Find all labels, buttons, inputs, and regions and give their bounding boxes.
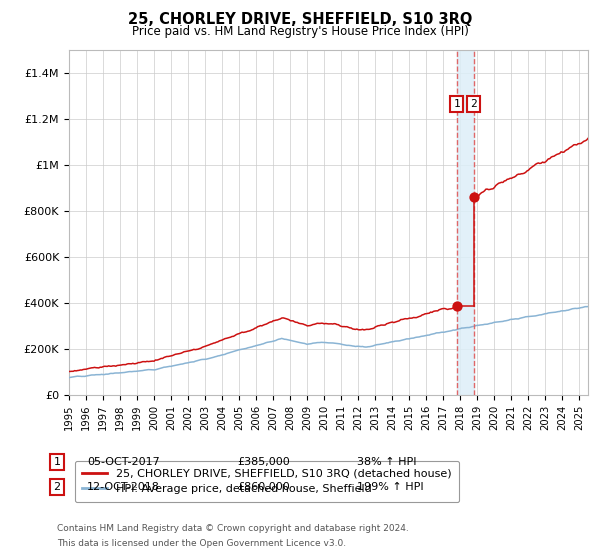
Text: 2: 2 xyxy=(53,482,61,492)
Text: Contains HM Land Registry data © Crown copyright and database right 2024.: Contains HM Land Registry data © Crown c… xyxy=(57,524,409,533)
Legend: 25, CHORLEY DRIVE, SHEFFIELD, S10 3RQ (detached house), HPI: Average price, deta: 25, CHORLEY DRIVE, SHEFFIELD, S10 3RQ (d… xyxy=(74,461,459,502)
Text: 1: 1 xyxy=(453,99,460,109)
Text: 2: 2 xyxy=(470,99,477,109)
Text: £385,000: £385,000 xyxy=(237,457,290,467)
Text: This data is licensed under the Open Government Licence v3.0.: This data is licensed under the Open Gov… xyxy=(57,539,346,548)
Point xyxy=(452,302,461,311)
Text: 05-OCT-2017: 05-OCT-2017 xyxy=(87,457,160,467)
Text: 38% ↑ HPI: 38% ↑ HPI xyxy=(357,457,416,467)
Text: £860,000: £860,000 xyxy=(237,482,290,492)
Text: Price paid vs. HM Land Registry's House Price Index (HPI): Price paid vs. HM Land Registry's House … xyxy=(131,25,469,38)
Text: 12-OCT-2018: 12-OCT-2018 xyxy=(87,482,160,492)
Bar xyxy=(457,50,474,395)
Text: 199% ↑ HPI: 199% ↑ HPI xyxy=(357,482,424,492)
Text: 25, CHORLEY DRIVE, SHEFFIELD, S10 3RQ: 25, CHORLEY DRIVE, SHEFFIELD, S10 3RQ xyxy=(128,12,472,27)
Text: 1: 1 xyxy=(53,457,61,467)
Point xyxy=(469,193,479,202)
